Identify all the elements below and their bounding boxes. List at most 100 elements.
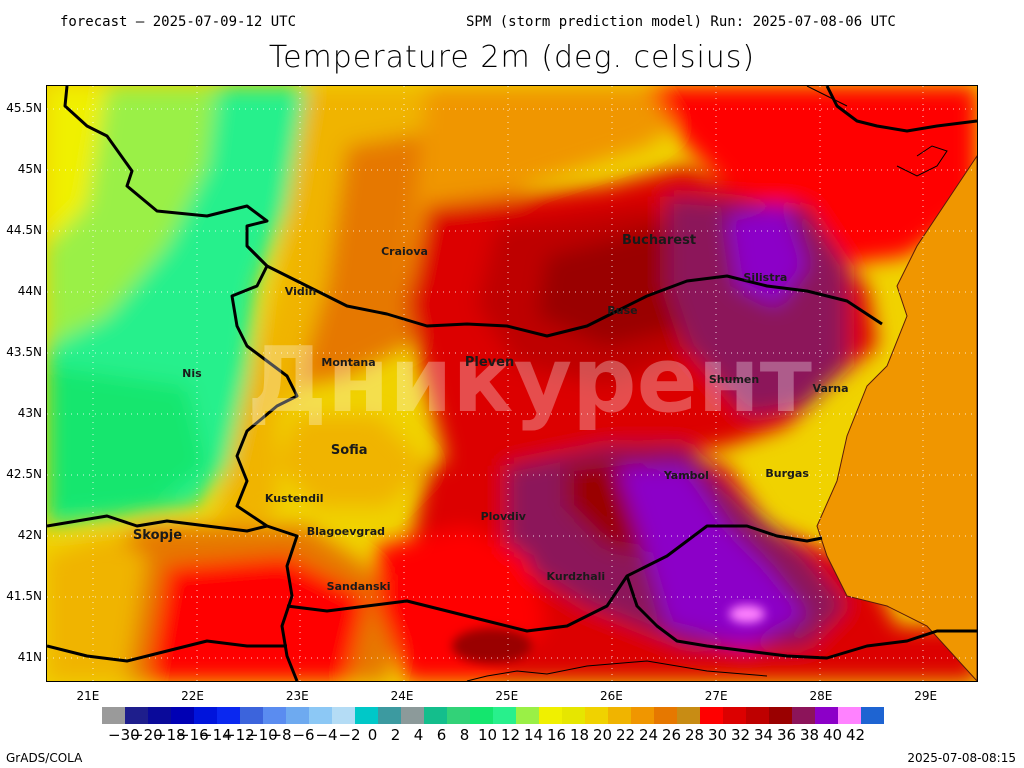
black-sea-fill: [817, 156, 977, 681]
city-label-burgas: Burgas: [765, 466, 809, 480]
colorbar-swatch: [608, 707, 631, 724]
lon-tick-label: 23E: [285, 689, 309, 703]
lon-tick-label: 25E: [495, 689, 519, 703]
colorbar-swatch: [723, 707, 746, 724]
colorbar-label: 30: [707, 726, 728, 744]
colorbar-label: −12: [223, 726, 255, 744]
colorbar-swatch: [263, 707, 286, 724]
lon-tick-label: 27E: [704, 689, 728, 703]
colorbar-swatch: [769, 707, 792, 724]
lon-tick-label: 22E: [181, 689, 205, 703]
colorbar-label: −2: [338, 726, 361, 744]
colorbar-label: −14: [200, 726, 232, 744]
colorbar-swatch: [539, 707, 562, 724]
colorbar-label: 14: [523, 726, 544, 744]
colorbar-label: 22: [615, 726, 636, 744]
colorbar-label: −4: [315, 726, 338, 744]
colorbar-label: −18: [154, 726, 186, 744]
city-label-yambol: Yambol: [663, 469, 709, 483]
colorbar-label: 16: [546, 726, 567, 744]
colorbar-swatch: [585, 707, 608, 724]
city-label-silistra: Silistra: [743, 270, 788, 284]
city-label-craiova: Craiova: [381, 245, 428, 259]
colorbar-swatch: [378, 707, 401, 724]
lat-tick-label: 44.5N: [6, 223, 42, 238]
colorbar-swatch: [401, 707, 424, 724]
city-label-blagoevgrad: Blagoevgrad: [306, 525, 385, 539]
lat-tick-label: 41N: [17, 649, 42, 664]
colorbar-swatch: [746, 707, 769, 724]
lon-tick-label: 28E: [809, 689, 833, 703]
colorbar-label: 10: [477, 726, 498, 744]
colorbar-label: 36: [776, 726, 797, 744]
colorbar-swatch: [286, 707, 309, 724]
lat-tick-label: 45.5N: [6, 101, 42, 116]
city-label-shumen: Shumen: [708, 373, 760, 387]
colorbar-swatch: [493, 707, 516, 724]
colorbar-swatch: [148, 707, 171, 724]
colorbar-swatch: [102, 707, 125, 724]
coastline-thin: [466, 86, 948, 681]
city-label-pleven: Pleven: [464, 354, 515, 370]
colorbar-label: −16: [177, 726, 209, 744]
colorbar-swatch: [125, 707, 148, 724]
colorbar-label: 6: [436, 726, 447, 744]
temperature-field: [47, 86, 977, 681]
colorbar-swatch: [355, 707, 378, 724]
city-label-plovdiv: Plovdiv: [480, 509, 526, 523]
colorbar-label: 8: [459, 726, 470, 744]
colorbar-swatch: [815, 707, 838, 724]
city-label-sofia: Sofia: [330, 442, 368, 458]
colorbar-swatch: [447, 707, 470, 724]
colorbar-swatch: [792, 707, 815, 724]
colorbar-swatch: [240, 707, 263, 724]
colorbar-label: 2: [390, 726, 401, 744]
colorbar-swatch: [217, 707, 240, 724]
lon-tick-label: 26E: [600, 689, 623, 703]
lat-tick-label: 42N: [17, 527, 42, 542]
colorbar-swatch: [562, 707, 585, 724]
colorbar-swatch: [654, 707, 677, 724]
colorbar-label: 20: [592, 726, 613, 744]
city-label-nis: Nis: [182, 366, 202, 380]
colorbar-label: −20: [131, 726, 163, 744]
colorbar-swatch: [470, 707, 493, 724]
colorbar-swatch: [861, 707, 884, 724]
colorbar-swatch: [631, 707, 654, 724]
colorbar-label: 42: [845, 726, 866, 744]
colorbar-label: 28: [684, 726, 705, 744]
map-canvas: Дникурент: [47, 86, 977, 681]
city-label-sandanski: Sandanski: [326, 580, 391, 594]
colorbar-label: −30: [108, 726, 140, 744]
colorbar-label: 4: [413, 726, 424, 744]
colorbar-swatch: [700, 707, 723, 724]
colorbar-swatch: [309, 707, 332, 724]
colorbar-label: −10: [246, 726, 278, 744]
city-label-kustendil: Kustendil: [264, 492, 324, 506]
colorbar: [102, 707, 884, 724]
lat-tick-label: 41.5N: [6, 588, 42, 603]
city-label-montana: Montana: [321, 356, 376, 369]
map-title: Temperature 2m (deg. celsius): [268, 40, 756, 75]
colorbar-swatch: [677, 707, 700, 724]
colorbar-label: 26: [661, 726, 682, 744]
colorbar-swatch: [171, 707, 194, 724]
watermark-text: Дникурент: [247, 328, 812, 433]
lat-tick-label: 45N: [17, 162, 42, 177]
colorbar-label: 0: [367, 726, 378, 744]
colorbar-label: 24: [638, 726, 659, 744]
city-label-skopje: Skopje: [132, 527, 183, 543]
city-label-bucharest: Bucharest: [621, 232, 697, 248]
lat-tick-label: 44N: [17, 284, 42, 299]
lon-tick-label: 29E: [914, 689, 938, 703]
colorbar-swatch: [194, 707, 217, 724]
colorbar-label: −8: [269, 726, 292, 744]
city-label-kurdzhali: Kurdzhali: [546, 570, 606, 584]
colorbar-swatch: [424, 707, 447, 724]
software-credit: GrADS/COLA: [6, 751, 83, 765]
colorbar-swatch: [332, 707, 355, 724]
colorbar-label: 18: [569, 726, 590, 744]
borders: [47, 86, 977, 681]
lat-tick-label: 43N: [17, 405, 42, 420]
colorbar-label: 38: [799, 726, 820, 744]
